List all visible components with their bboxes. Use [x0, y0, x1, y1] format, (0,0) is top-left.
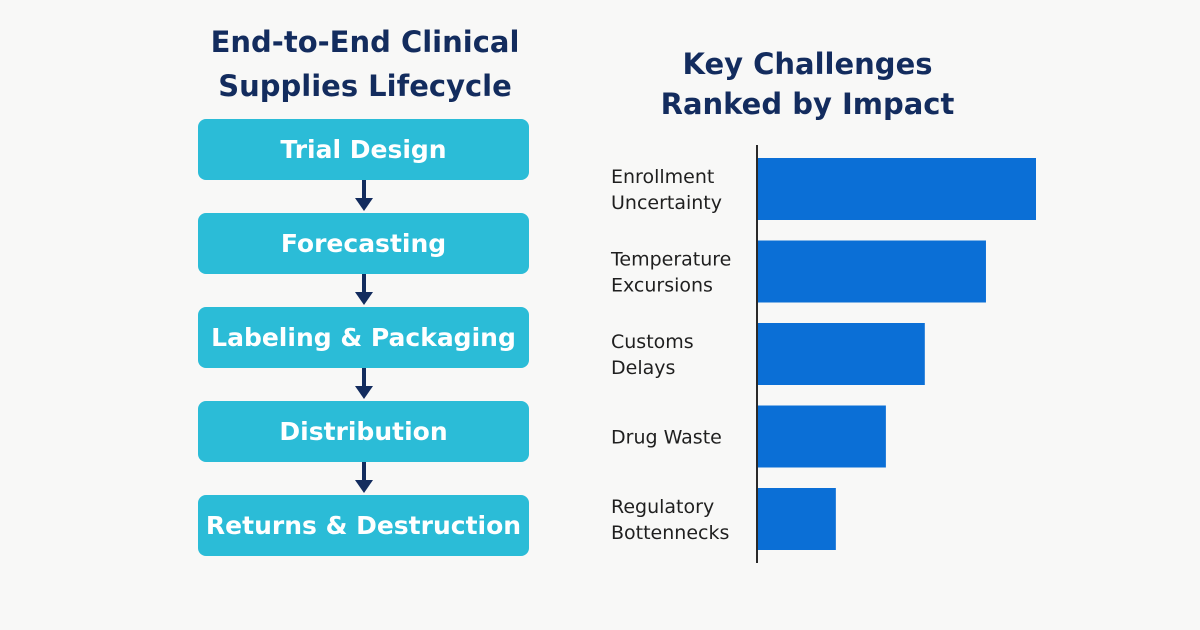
bar-label-2: Customs Delays: [611, 331, 694, 379]
bar-4: [758, 488, 836, 550]
bar-label-2-line-0: Customs: [611, 331, 694, 353]
bar-label-2-line-1: Delays: [611, 357, 675, 379]
bar-label-4-line-1: Bottennecks: [611, 522, 729, 544]
flow-arrow-3: [355, 368, 373, 401]
bar-label-1-line-0: Temperature: [610, 249, 731, 271]
step-distribution: Distribution: [198, 401, 529, 462]
chart-title: Key Challenges Ranked by Impact: [600, 44, 1015, 124]
bar-label-3-line-0: Drug Waste: [611, 427, 722, 449]
step-forecasting: Forecasting: [198, 213, 529, 274]
bar-2: [758, 323, 925, 385]
step-trial-design: Trial Design: [198, 119, 529, 180]
step-labeling-packaging: Labeling & Packaging: [198, 307, 529, 368]
flow-arrow-4: [355, 462, 373, 495]
bar-label-3: Drug Waste: [611, 427, 722, 449]
flow-title: End-to-End Clinical Supplies Lifecycle: [150, 20, 580, 108]
flow-arrow-1: [355, 180, 373, 213]
chart-title-line-2: Ranked by Impact: [660, 87, 955, 121]
bar-0: [758, 158, 1036, 220]
bar-label-0-line-1: Uncertainty: [611, 192, 722, 214]
step-returns-destruction: Returns & Destruction: [198, 495, 529, 556]
chart-title-line-1: Key Challenges: [682, 47, 933, 81]
chart-bars: [758, 158, 1036, 550]
bar-label-4: Regulatory Bottennecks: [611, 496, 729, 544]
bar-label-0: Enrollment Uncertainty: [611, 166, 722, 214]
bar-label-4-line-0: Regulatory: [611, 496, 714, 518]
flow-title-line-1: End-to-End Clinical: [210, 25, 520, 59]
bar-label-0-line-0: Enrollment: [611, 166, 714, 188]
flow-title-line-2: Supplies Lifecycle: [218, 69, 512, 103]
flow-arrow-2: [355, 274, 373, 307]
bar-label-1-line-1: Excursions: [611, 275, 713, 297]
bar-label-1: Temperature Excursions: [610, 249, 731, 297]
chart-category-labels: Enrollment Uncertainty Temperature Excursio…: [610, 166, 731, 544]
bar-3: [758, 405, 886, 468]
bar-1: [758, 240, 986, 303]
